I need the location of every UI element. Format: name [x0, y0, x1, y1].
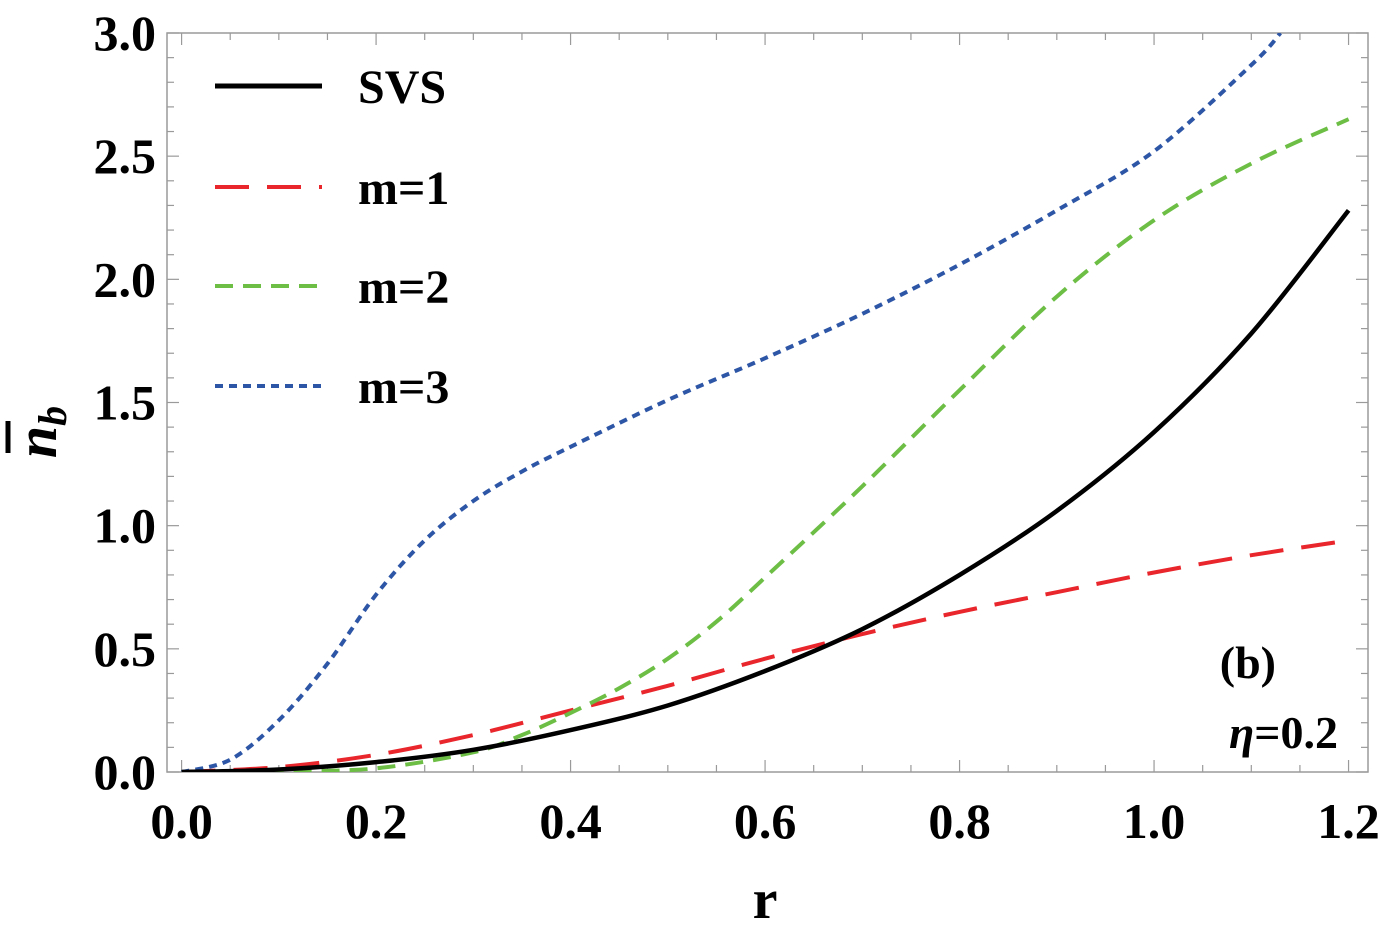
series-line-SVS — [181, 208, 1351, 772]
x-tick-label: 1.2 — [1317, 793, 1378, 849]
eta-value: =0.2 — [1254, 707, 1338, 758]
eta-symbol: η — [1229, 707, 1254, 758]
x-axis-label: r — [753, 869, 778, 931]
y-tick-label: 0.5 — [94, 621, 157, 677]
y-axis-label-main: n — [4, 426, 69, 458]
series-line-m1 — [181, 538, 1349, 772]
eta-annotation: η=0.2 — [1229, 707, 1338, 758]
y-tick-label: 3.0 — [94, 5, 157, 61]
y-tick-label: 0.0 — [94, 744, 157, 800]
x-tick-label: 0.8 — [928, 793, 991, 849]
legend: SVS m=1 m=2 m=3 — [215, 61, 449, 414]
y-tick-label: 1.0 — [94, 498, 157, 554]
x-tick-label: 0.4 — [539, 793, 602, 849]
y-axis-label-sub: b — [30, 406, 75, 426]
y-tick-label: 1.5 — [94, 375, 157, 431]
axis-ticks — [167, 32, 1368, 773]
panel-label: (b) — [1220, 637, 1276, 688]
legend-label-SVS: SVS — [358, 61, 446, 114]
tick-labels: 0.0 0.2 0.4 0.6 0.8 1.0 1.2 0.0 0.5 1.0 1.5 2.0 2.5 3… — [94, 5, 1378, 849]
x-tick-label: 0.2 — [345, 793, 408, 849]
y-tick-label: 2.5 — [94, 128, 157, 184]
series-line-m2 — [181, 117, 1350, 772]
legend-label-m3: m=3 — [358, 361, 449, 414]
x-tick-label: 1.0 — [1123, 793, 1186, 849]
y-tick-label: 2.0 — [94, 251, 157, 307]
svg-text:nb: nb — [4, 406, 75, 458]
y-axis-label: nb — [4, 406, 75, 458]
x-tick-label: 0.0 — [150, 793, 213, 849]
series-line-m3 — [181, 33, 1283, 772]
legend-label-m1: m=1 — [358, 162, 449, 215]
x-tick-label: 0.6 — [734, 793, 797, 849]
legend-label-m2: m=2 — [358, 261, 449, 314]
series-lines — [181, 33, 1351, 772]
